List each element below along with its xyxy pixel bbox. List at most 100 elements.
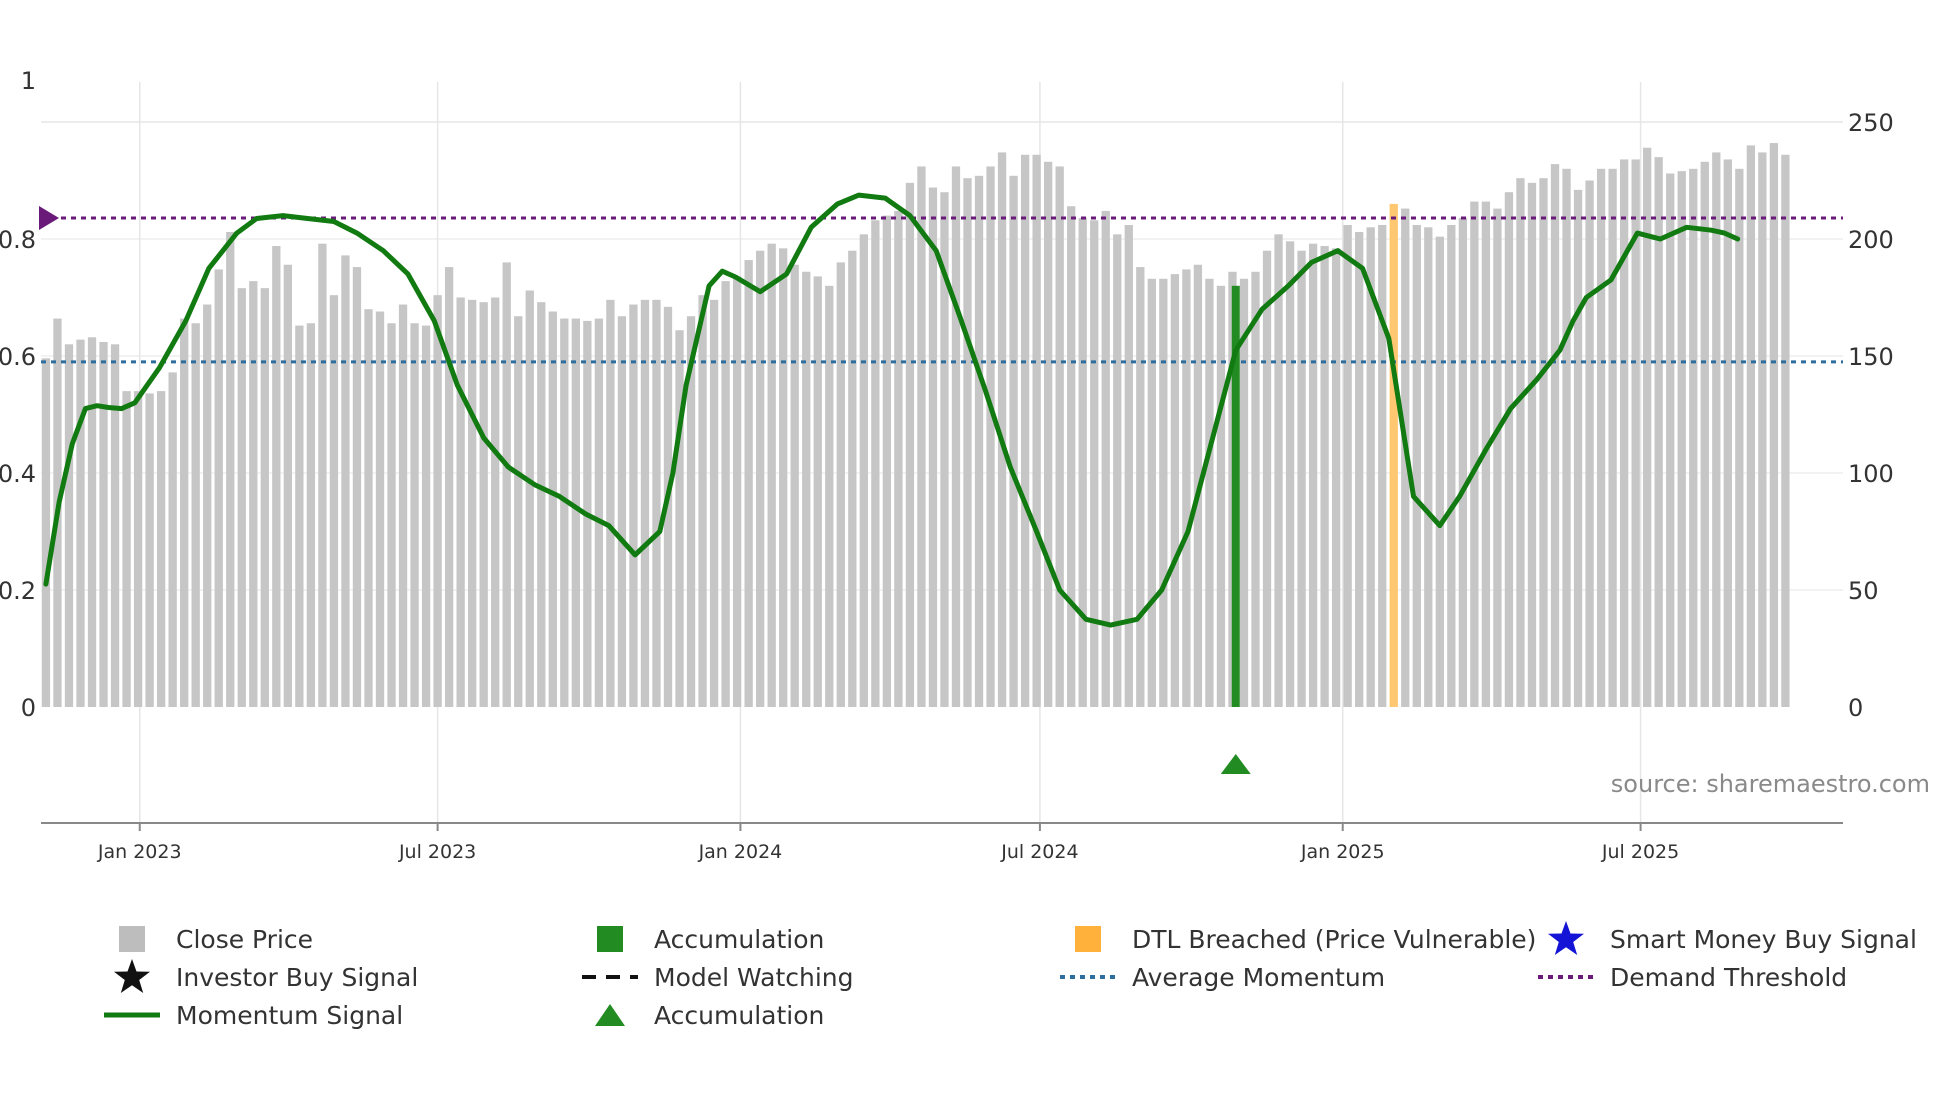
close-price-bar: [1493, 208, 1502, 707]
close-price-bar: [940, 192, 949, 707]
close-price-bar: [836, 262, 845, 707]
close-price-bar: [1262, 250, 1272, 707]
close-price-bar: [364, 309, 373, 707]
close-price-bar: [617, 316, 627, 707]
close-price-bar: [479, 302, 488, 707]
close-price-bar: [1009, 175, 1018, 707]
close-price-bar: [1274, 234, 1283, 707]
close-price-bar: [640, 299, 650, 707]
close-price-bar: [237, 288, 246, 707]
close-price-bar: [951, 166, 961, 707]
close-price-bar: [1124, 224, 1133, 707]
close-price-bar: [1355, 231, 1364, 708]
close-price-bar: [99, 341, 108, 707]
close-price-bar: [433, 295, 442, 707]
close-price-bar: [779, 248, 788, 708]
source-watermark: source: sharemaestro.com: [1610, 770, 1930, 798]
legend-label: DTL Breached (Price Vulnerable): [1132, 924, 1537, 954]
x-tick-label: Jan 2025: [1300, 841, 1385, 863]
legend-item-demand-threshold: Demand Threshold: [1534, 960, 1847, 994]
close-price-bar: [502, 262, 511, 707]
close-price-bar: [1712, 152, 1721, 708]
close-price-bar: [1101, 210, 1110, 708]
legend-label: Close Price: [176, 924, 314, 954]
legend-item-close-price: Close Price: [100, 922, 313, 956]
close-price-bar: [1078, 217, 1087, 707]
close-price-bar: [1170, 274, 1180, 707]
close-price-bar: [226, 231, 235, 708]
close-price-bar: [1619, 159, 1629, 707]
dtl-breached-bar: [1389, 203, 1398, 707]
close-price-bar: [663, 306, 673, 707]
close-price-bar: [122, 391, 131, 707]
close-price-bar: [1769, 143, 1779, 707]
close-price-bar: [64, 344, 74, 707]
close-price-bar: [905, 182, 915, 708]
close-price-bar: [675, 330, 684, 707]
accumulation-group: [1220, 285, 1251, 774]
reference-lines: [39, 205, 1843, 364]
left-tick-label: 0.4: [0, 460, 36, 488]
close-price-bar: [168, 372, 177, 707]
close-price-bar: [721, 281, 730, 707]
close-price-bar: [491, 297, 500, 707]
right-axis-ticks: 0 50 100 150 200 250: [1848, 109, 1894, 722]
close-price-bar: [790, 264, 799, 707]
close-price-bar: [41, 358, 51, 707]
green-triangle-icon: [595, 1004, 625, 1026]
close-price-bar: [1216, 285, 1226, 707]
legend-label: Demand Threshold: [1610, 962, 1848, 992]
black-star-icon: [114, 959, 150, 993]
close-price-bar: [1573, 189, 1583, 708]
close-price-bar: [191, 323, 200, 707]
legend-label: Investor Buy Signal: [176, 962, 419, 992]
close-price-bar: [468, 299, 477, 707]
close-price-bar: [686, 316, 696, 707]
right-tick-label: 200: [1848, 226, 1894, 254]
close-price-bar: [203, 304, 212, 707]
close-price-bar: [1470, 201, 1479, 707]
close-price-bar: [1343, 224, 1352, 707]
left-tick-label: 0.6: [0, 343, 36, 371]
close-price-bar: [87, 337, 97, 707]
close-price-bar: [974, 175, 984, 707]
legend-item-average-momentum: Average Momentum: [1056, 960, 1385, 994]
close-price-bar: [1067, 206, 1076, 708]
close-price-bar: [1055, 166, 1064, 707]
close-price-bar: [1562, 168, 1571, 708]
close-price-bar: [1159, 278, 1168, 707]
close-price-bar: [514, 316, 523, 707]
x-axis-ticks: Jan 2023 Jul 2023 Jan 2024 Jul 2024 Jan 2025…: [97, 823, 1679, 863]
accumulation-marker: [1220, 754, 1251, 774]
close-price-bar: [1412, 224, 1421, 707]
close-price-bar: [1527, 182, 1537, 708]
close-price-bar: [1689, 168, 1698, 708]
close-price-bar: [1643, 147, 1652, 708]
legend-item-momentum-signal: Momentum Signal: [100, 998, 403, 1032]
legend-item-investor-buy: Investor Buy Signal: [100, 959, 419, 994]
legend-label: Smart Money Buy Signal: [1610, 924, 1917, 954]
close-price-bar: [1136, 267, 1145, 707]
close-price-bar: [456, 297, 465, 707]
close-price-bar: [1297, 250, 1306, 707]
close-price-bar: [1378, 224, 1387, 707]
close-price-bar: [1090, 220, 1099, 707]
close-price-bar: [1239, 278, 1249, 707]
close-price-bar: [1596, 168, 1606, 708]
legend-label: Accumulation: [654, 1000, 825, 1030]
right-tick-label: 50: [1848, 577, 1879, 605]
close-price-bar: [1331, 248, 1341, 708]
close-price-bar: [629, 304, 638, 707]
close-price-bar: [375, 311, 385, 707]
close-price-bar: [709, 299, 719, 707]
close-price-bar: [1700, 161, 1709, 707]
close-price-bar: [871, 220, 880, 707]
close-price-bar: [318, 243, 327, 707]
close-price-bar: [571, 318, 580, 707]
dtl-breached-swatch: [1075, 926, 1101, 952]
close-price-bar: [986, 166, 995, 707]
close-price-bar: [894, 210, 903, 708]
right-tick-label: 250: [1848, 109, 1894, 137]
close-price-bar: [767, 243, 776, 707]
close-price-bar: [133, 391, 143, 707]
